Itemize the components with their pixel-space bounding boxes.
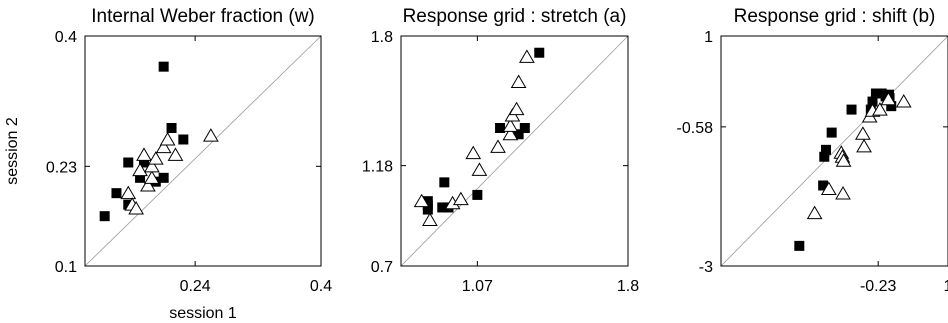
- chart-panel-2: Response grid : stretch (a) 1.07 1.8 1.8 1.1…: [362, 6, 639, 295]
- y-tick-label: 0.1: [55, 259, 77, 276]
- triangle-point: [465, 145, 482, 160]
- square-point: [158, 172, 169, 183]
- square-point: [99, 211, 110, 222]
- square-point: [846, 104, 857, 115]
- identity-line: [400, 35, 629, 267]
- x-tick-label: 0.24: [180, 278, 211, 295]
- triangle-point: [147, 151, 164, 165]
- triangle-point: [159, 132, 176, 146]
- square-point: [178, 134, 189, 145]
- square-point: [886, 101, 897, 112]
- y-tick-label: 0.4: [55, 29, 77, 46]
- chart-title: Response grid : shift (b): [734, 6, 936, 27]
- square-point: [437, 202, 448, 213]
- triangle-point: [510, 74, 527, 88]
- plot-frame: [400, 35, 629, 267]
- data-points: [99, 61, 219, 222]
- triangle-point: [490, 139, 506, 153]
- triangle-point: [835, 153, 852, 167]
- chart-title: Response grid : stretch (a): [403, 6, 627, 27]
- x-axis-label: session 1: [169, 305, 237, 322]
- square-point: [472, 189, 483, 200]
- square-point: [135, 172, 146, 183]
- triangle-point: [132, 162, 148, 177]
- triangle-point: [835, 186, 851, 200]
- plot-frame: [720, 35, 948, 267]
- square-point: [534, 47, 545, 58]
- square-point: [158, 61, 169, 72]
- triangle-point: [202, 128, 219, 142]
- chart-panel-3: Response grid : shift (b) -0.23 1 1 -0.58 -3: [677, 6, 948, 295]
- square-point: [826, 127, 837, 138]
- x-tick-label: 1.8: [617, 278, 639, 295]
- square-point: [819, 151, 830, 162]
- triangle-point: [452, 191, 469, 206]
- triangle-point: [422, 212, 438, 226]
- triangle-point: [413, 193, 430, 208]
- triangle-point: [820, 181, 837, 195]
- triangle-point: [508, 101, 525, 116]
- triangle-point: [143, 170, 160, 184]
- square-point: [867, 96, 878, 107]
- x-tick-label: -0.23: [860, 278, 897, 295]
- identity-line: [84, 35, 322, 267]
- square-point: [422, 196, 433, 207]
- square-point: [818, 180, 829, 191]
- identity-line: [720, 35, 948, 267]
- square-point: [794, 240, 805, 251]
- triangle-point: [502, 126, 519, 141]
- triangle-point: [519, 49, 535, 63]
- square-point: [513, 129, 524, 140]
- chart-panel-1: Internal Weber fraction (w) 0.24 0.4 0.4 0.2…: [4, 6, 332, 322]
- y-tick-label: -0.58: [677, 120, 714, 137]
- triangle-point: [872, 102, 888, 116]
- y-tick-label: 1.18: [362, 159, 393, 176]
- triangle-point: [167, 147, 184, 161]
- triangle-point: [471, 162, 488, 176]
- triangle-point: [120, 185, 137, 200]
- data-points: [413, 47, 545, 226]
- triangle-point: [143, 158, 160, 173]
- data-points: [794, 88, 912, 251]
- y-tick-label: 0.23: [46, 159, 77, 176]
- square-point: [870, 88, 881, 99]
- triangle-point: [140, 178, 156, 192]
- triangle-point: [155, 139, 172, 154]
- y-tick-label: 1: [704, 29, 713, 46]
- square-point: [111, 188, 122, 199]
- triangle-point: [855, 126, 871, 140]
- triangle-point: [136, 147, 152, 161]
- chart-title: Internal Weber fraction (w): [91, 6, 315, 27]
- square-point: [439, 177, 450, 188]
- square-point: [139, 157, 149, 168]
- triangle-point: [806, 205, 823, 220]
- y-tick-label: -3: [699, 259, 713, 276]
- x-tick-label: 1.07: [462, 278, 493, 295]
- square-point: [166, 123, 177, 133]
- y-tick-label: 1.8: [371, 29, 393, 46]
- square-point: [820, 144, 831, 155]
- square-point: [123, 157, 134, 168]
- triangle-point: [128, 201, 145, 215]
- triangle-point: [856, 138, 872, 153]
- y-axis-label: session 2: [4, 117, 21, 185]
- triangle-point: [880, 91, 897, 106]
- triangle-point: [502, 118, 519, 132]
- x-tick-label: 1: [944, 278, 948, 295]
- square-point: [495, 123, 506, 133]
- x-tick-label: 0.4: [310, 278, 332, 295]
- square-point: [519, 123, 530, 133]
- triangle-point: [895, 94, 912, 108]
- y-tick-label: 0.7: [371, 259, 393, 276]
- plot-frame: [84, 35, 322, 267]
